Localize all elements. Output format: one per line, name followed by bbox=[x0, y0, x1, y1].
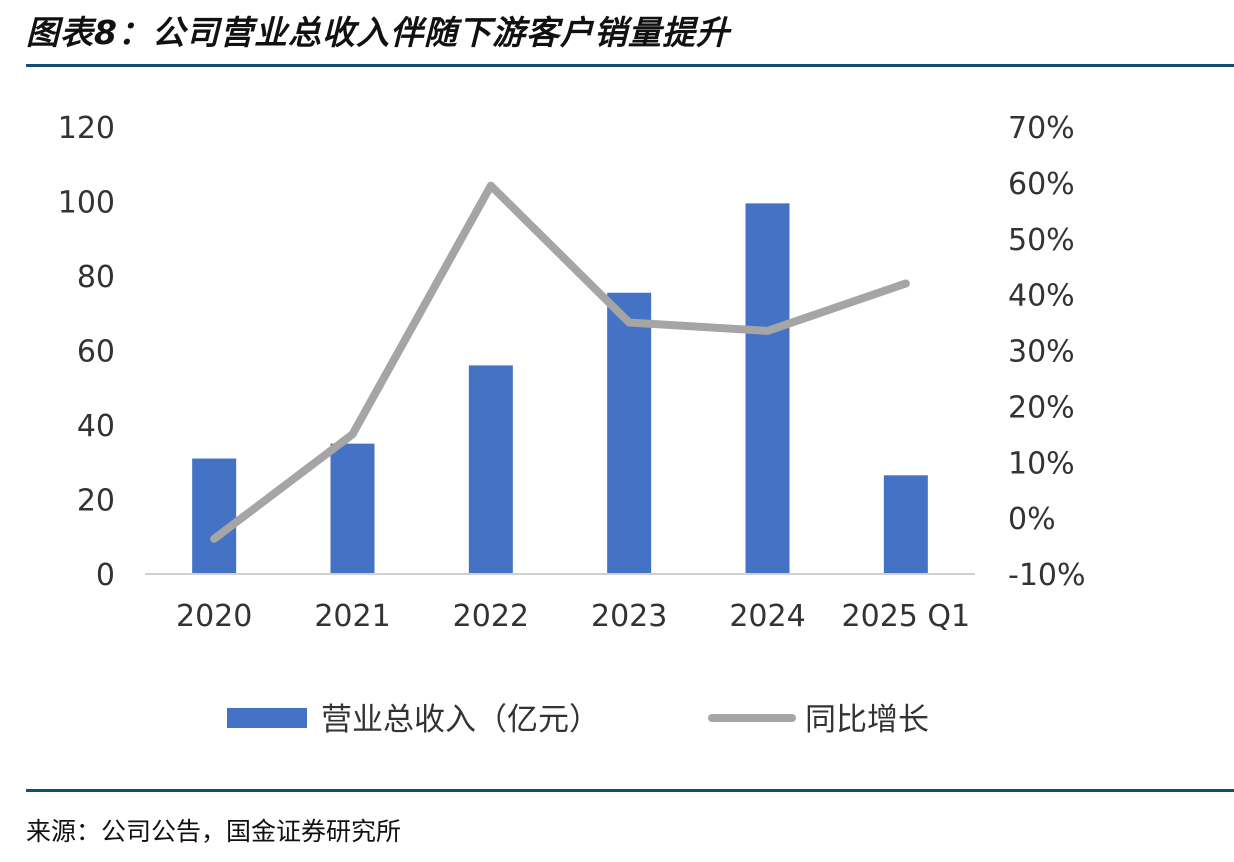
bar bbox=[468, 365, 513, 574]
figure-title: 图表8：公司营业总收入伴随下游客户销量提升 bbox=[26, 13, 730, 52]
legend-line-label: 同比增长 bbox=[805, 702, 929, 738]
left-tick-label: 80 bbox=[77, 260, 115, 295]
left-axis-ticks: 120 100 80 60 40 20 0 bbox=[58, 111, 115, 593]
left-tick-label: 60 bbox=[77, 335, 115, 370]
right-tick-label: -10% bbox=[1008, 558, 1086, 593]
bar bbox=[745, 203, 790, 575]
chart: 120 100 80 60 40 20 0 70% 60% 50% 40% 30% 20% 10% 0% -… bbox=[58, 111, 1086, 738]
legend-bar-swatch bbox=[227, 708, 307, 728]
legend: 营业总收入（亿元） 同比增长 bbox=[227, 702, 929, 738]
legend-bar-label: 营业总收入（亿元） bbox=[321, 702, 600, 738]
right-tick-label: 20% bbox=[1008, 390, 1075, 425]
bar bbox=[192, 458, 237, 574]
x-tick-label: 2022 bbox=[453, 599, 529, 634]
bottom-rule bbox=[26, 789, 1234, 792]
left-tick-label: 40 bbox=[77, 409, 115, 444]
source-note: 来源：公司公告，国金证券研究所 bbox=[26, 817, 402, 846]
bar bbox=[883, 475, 928, 574]
x-tick-label: 2024 bbox=[729, 599, 805, 634]
right-tick-label: 40% bbox=[1008, 279, 1075, 314]
right-tick-label: 0% bbox=[1008, 502, 1056, 537]
left-tick-label: 100 bbox=[58, 186, 115, 221]
x-tick-label: 2020 bbox=[176, 599, 252, 634]
top-rule bbox=[26, 64, 1234, 67]
x-axis-labels: 2020 2021 2022 2023 2024 2025 Q1 bbox=[176, 599, 970, 634]
bar bbox=[607, 292, 652, 574]
left-tick-label: 120 bbox=[58, 111, 115, 146]
left-tick-label: 0 bbox=[96, 558, 115, 593]
growth-line bbox=[210, 181, 910, 543]
bar bbox=[330, 443, 375, 574]
right-tick-label: 60% bbox=[1008, 167, 1075, 202]
right-tick-label: 50% bbox=[1008, 223, 1075, 258]
x-tick-label: 2021 bbox=[314, 599, 390, 634]
line-series bbox=[210, 181, 910, 543]
right-tick-label: 10% bbox=[1008, 446, 1075, 481]
left-tick-label: 20 bbox=[77, 484, 115, 519]
bar-series bbox=[192, 203, 928, 575]
x-tick-label: 2023 bbox=[591, 599, 667, 634]
right-axis-ticks: 70% 60% 50% 40% 30% 20% 10% 0% -10% bbox=[1008, 111, 1086, 593]
x-tick-label: 2025 Q1 bbox=[842, 599, 971, 634]
right-tick-label: 70% bbox=[1008, 111, 1075, 146]
right-tick-label: 30% bbox=[1008, 335, 1075, 370]
